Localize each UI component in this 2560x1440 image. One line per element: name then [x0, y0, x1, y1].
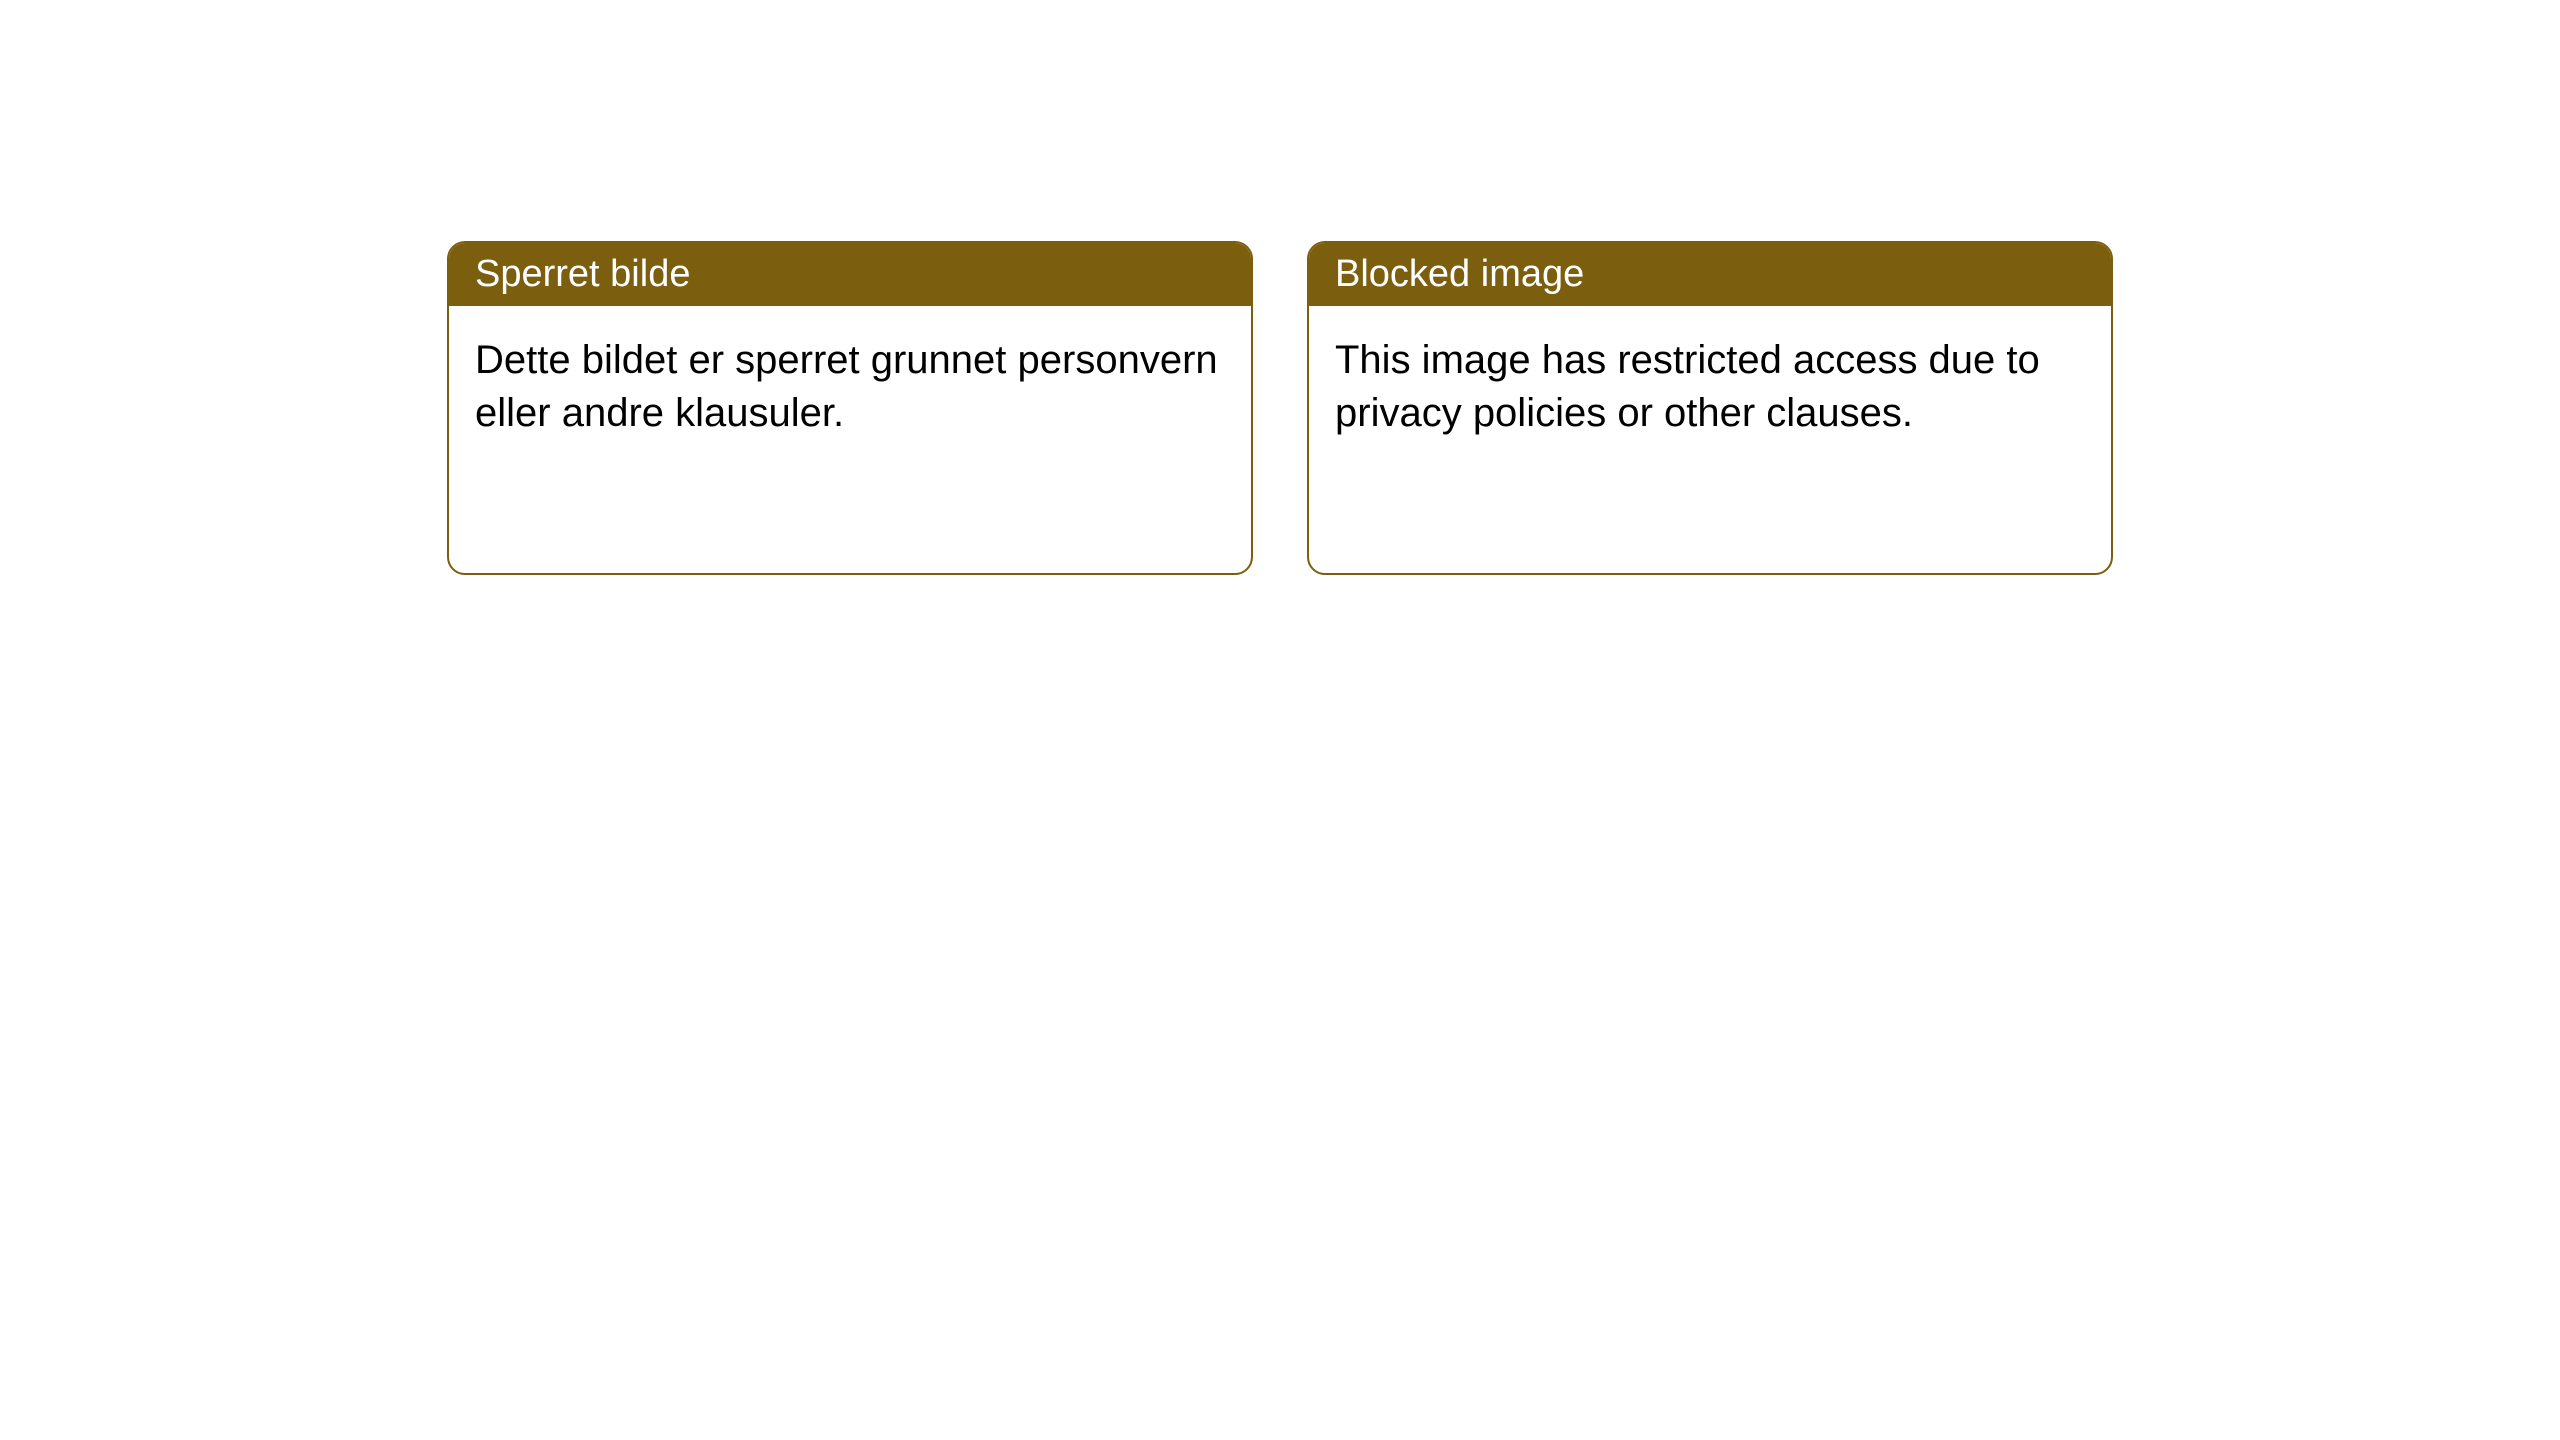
- notice-text: Dette bildet er sperret grunnet personve…: [475, 338, 1218, 435]
- notice-header: Sperret bilde: [449, 243, 1251, 306]
- notice-container: Sperret bilde Dette bildet er sperret gr…: [0, 0, 2560, 575]
- notice-body: Dette bildet er sperret grunnet personve…: [449, 306, 1251, 468]
- notice-header: Blocked image: [1309, 243, 2111, 306]
- notice-card-english: Blocked image This image has restricted …: [1307, 241, 2113, 575]
- notice-title: Sperret bilde: [475, 253, 690, 295]
- notice-card-norwegian: Sperret bilde Dette bildet er sperret gr…: [447, 241, 1253, 575]
- notice-body: This image has restricted access due to …: [1309, 306, 2111, 468]
- notice-title: Blocked image: [1335, 253, 1584, 295]
- notice-text: This image has restricted access due to …: [1335, 338, 2040, 435]
